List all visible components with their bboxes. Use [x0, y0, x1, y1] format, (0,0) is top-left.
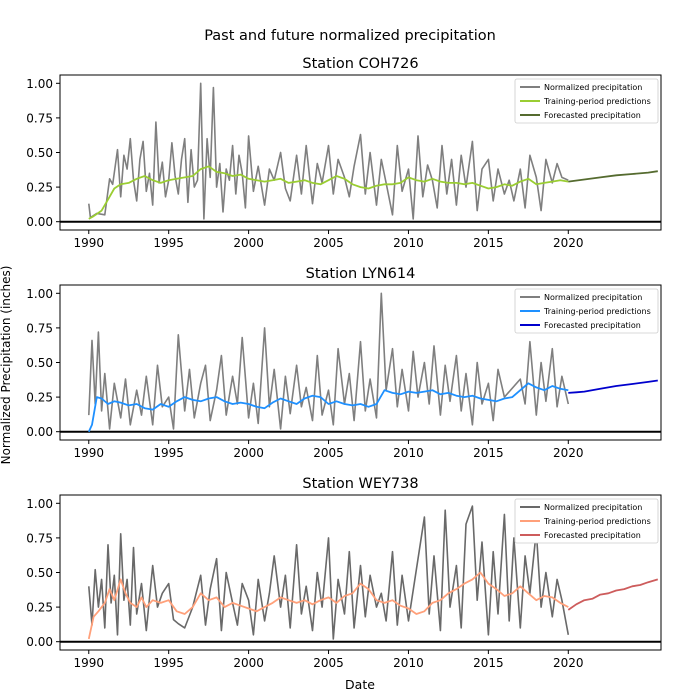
chart-panel-3: Station WEY738 1990 1995 2000 2005 2010 2015 20…: [26, 476, 662, 670]
y-tick-label: 1.00: [26, 287, 53, 301]
legend: Normalized precipitation Training-period …: [514, 498, 659, 544]
series-line-1: [88, 82, 569, 220]
legend-box: [514, 78, 659, 124]
legend-label: Training-period predictions: [543, 517, 651, 526]
figure-suptitle: Past and future normalized precipitation: [204, 28, 496, 44]
x-tick-label: 2005: [313, 236, 344, 250]
x-tick-label: 1995: [153, 656, 184, 670]
panel-title: Station LYN614: [306, 266, 416, 282]
x-tick-label: 1995: [153, 446, 184, 460]
y-tick-label: 0.00: [26, 635, 53, 649]
y-tick-label: 0.75: [26, 111, 53, 125]
x-tick-label: 1990: [73, 446, 104, 460]
x-tick-label: 2010: [393, 446, 424, 460]
x-tick-label: 1995: [153, 236, 184, 250]
y-tick-label: 0.50: [26, 356, 53, 370]
y-tick-label: 1.00: [26, 497, 53, 511]
y-tick-label: 0.00: [26, 215, 53, 229]
legend-label: Normalized precipitation: [544, 503, 642, 512]
x-tick-label: 2015: [473, 236, 504, 250]
y-tick-label: 1.00: [26, 77, 53, 91]
panel-title: Station WEY738: [302, 476, 418, 492]
y-tick-label: 0.00: [26, 425, 53, 439]
x-tick-label: 1990: [73, 656, 104, 670]
legend: Normalized precipitation Training-period …: [514, 78, 659, 124]
legend-label: Normalized precipitation: [544, 83, 642, 92]
legend-label: Forecasted precipitation: [544, 321, 641, 330]
y-tick-label: 0.75: [26, 531, 53, 545]
x-tick-label: 2000: [233, 656, 264, 670]
x-tick-label: 2010: [393, 656, 424, 670]
legend-box: [514, 288, 659, 334]
series-line-3: [567, 578, 659, 611]
legend-label: Forecasted precipitation: [544, 531, 641, 540]
series-line-3: [568, 379, 658, 394]
legend-label: Training-period predictions: [543, 97, 651, 106]
series-line-2: [87, 382, 569, 433]
series-line-1: [88, 505, 570, 640]
panel-title: Station COH726: [302, 56, 418, 72]
x-tick-label: 2020: [553, 446, 584, 460]
x-tick-label: 2005: [313, 446, 344, 460]
x-tick-label: 1990: [73, 236, 104, 250]
legend-box: [514, 498, 659, 544]
x-tick-label: 2005: [313, 656, 344, 670]
series-line-1: [88, 292, 570, 430]
figure-shared-ylabel: Normalized Precipitation (inches): [0, 266, 13, 465]
legend-label: Training-period predictions: [543, 307, 651, 316]
x-tick-label: 2010: [393, 236, 424, 250]
figure-shared-xlabel: Date: [345, 677, 375, 692]
series-line-3: [568, 170, 658, 183]
y-tick-label: 0.25: [26, 181, 53, 195]
x-tick-label: 2000: [233, 236, 264, 250]
x-tick-label: 2015: [473, 446, 504, 460]
legend: Normalized precipitation Training-period …: [514, 288, 659, 334]
legend-label: Normalized precipitation: [544, 293, 642, 302]
series-line-2: [88, 165, 569, 220]
chart-panel-2: Station LYN614 1990 1995 2000 2005 2010 2015 20…: [26, 266, 662, 460]
x-tick-label: 2015: [473, 656, 504, 670]
chart-panels: Station COH726 1990 1995 2000 2005 2010 2015 20…: [26, 56, 662, 670]
y-tick-label: 0.25: [26, 601, 53, 615]
series-line-2: [87, 571, 569, 640]
y-tick-label: 0.50: [26, 146, 53, 160]
chart-panel-1: Station COH726 1990 1995 2000 2005 2010 2015 20…: [26, 56, 662, 250]
legend-label: Forecasted precipitation: [544, 111, 641, 120]
y-tick-label: 0.50: [26, 566, 53, 580]
x-tick-label: 2000: [233, 446, 264, 460]
y-tick-label: 0.25: [26, 391, 53, 405]
y-tick-label: 0.75: [26, 321, 53, 335]
x-tick-label: 2020: [553, 236, 584, 250]
x-tick-label: 2020: [553, 656, 584, 670]
